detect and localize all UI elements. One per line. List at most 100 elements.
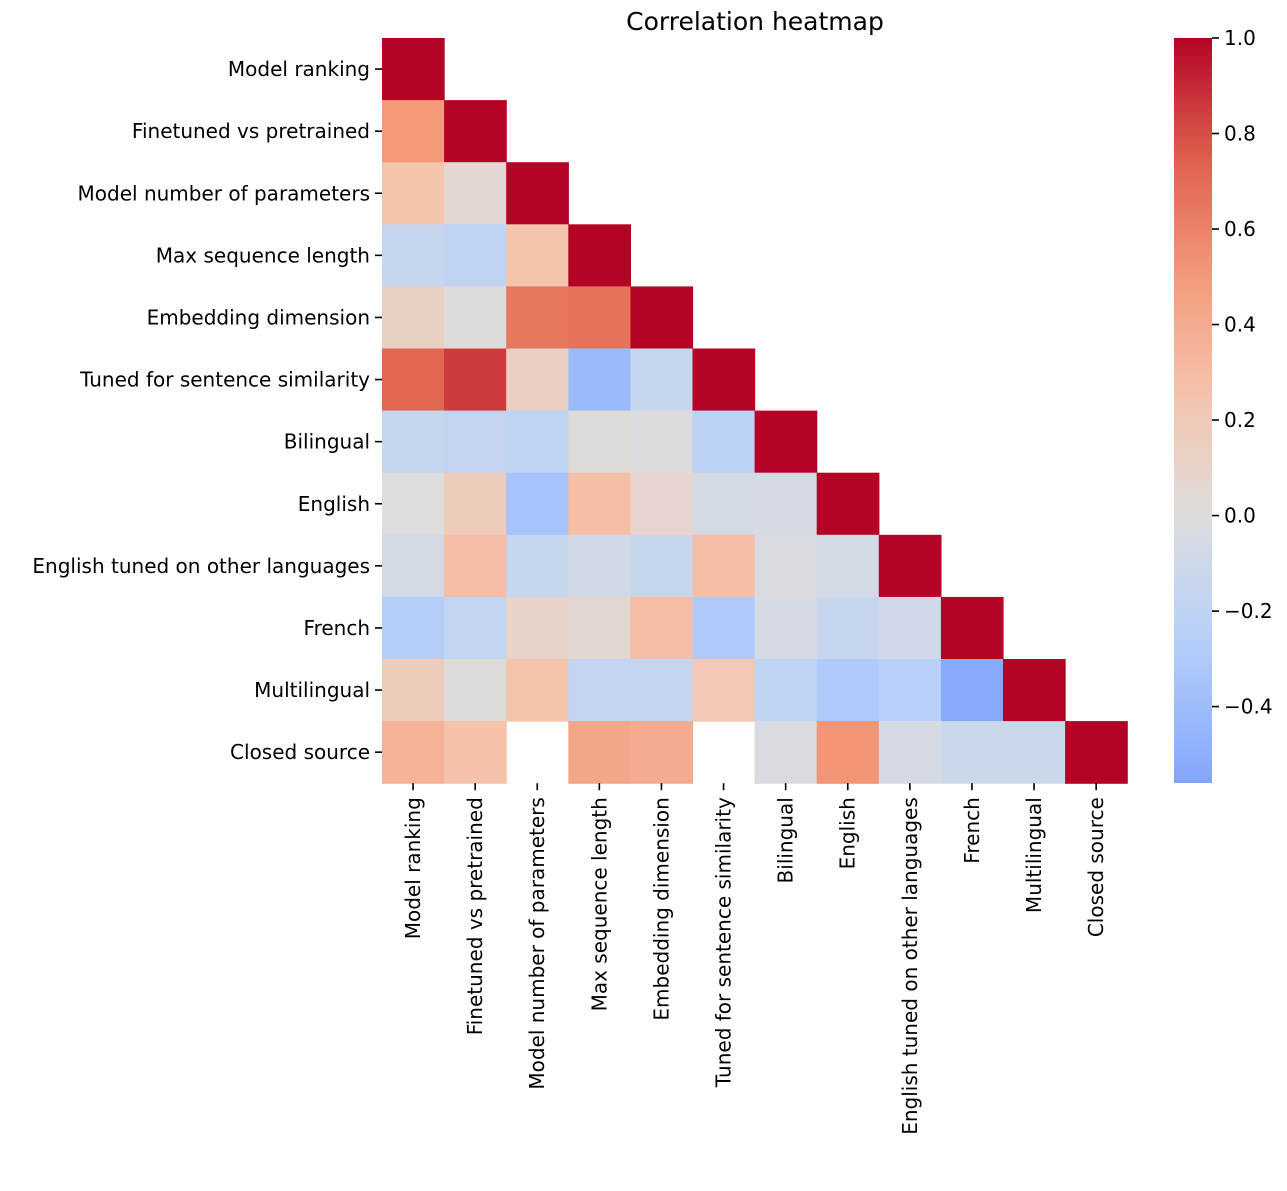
colorbar-gradient [1174, 38, 1212, 783]
y-tick-label-bilingual: Bilingual [284, 430, 370, 454]
heatmap-cell-english-tuned-on-other-languages-x-finetuned-vs-pretrained [444, 534, 507, 598]
x-tick-label-finetuned-vs-pretrained: Finetuned vs pretrained [463, 797, 487, 1035]
heatmap-cell-tuned-for-sentence-similarity-x-model-number-of-parameters [506, 348, 569, 412]
heatmap-cell-embedding-dimension-x-model-number-of-parameters [506, 286, 569, 350]
x-tick-label-max-sequence-length: Max sequence length [587, 797, 611, 1011]
heatmap-cell-multilingual-x-english [816, 659, 880, 722]
x-tick-label-multilingual: Multilingual [1022, 797, 1046, 913]
heatmap-cell-english-tuned-on-other-languages-x-english-tuned-on-other-languages [878, 534, 942, 598]
heatmap-cell-embedding-dimension-x-max-sequence-length [568, 286, 631, 350]
heatmap-cell-multilingual-x-bilingual [754, 659, 818, 722]
y-tick-label-embedding-dimension: Embedding dimension [147, 305, 370, 329]
heatmap-cell-english-x-tuned-for-sentence-similarity [692, 472, 756, 536]
heatmap-cell-closed-source-x-embedding-dimension [630, 721, 694, 784]
heatmap-cell-embedding-dimension-x-model-ranking [382, 286, 445, 350]
heatmap-cell-english-x-model-ranking [382, 472, 445, 536]
heatmap-cell-max-sequence-length-x-finetuned-vs-pretrained [444, 224, 507, 287]
heatmap-cell-english-tuned-on-other-languages-x-model-ranking [382, 534, 445, 598]
heatmap-cell-max-sequence-length-x-max-sequence-length [568, 224, 631, 287]
chart-title: Correlation heatmap [626, 7, 884, 36]
y-tick-label-model-ranking: Model ranking [228, 57, 370, 81]
heatmap-cell-tuned-for-sentence-similarity-x-max-sequence-length [568, 348, 631, 412]
heatmap-cell-embedding-dimension-x-finetuned-vs-pretrained [444, 286, 507, 350]
heatmap-cell-closed-source-x-multilingual [1003, 721, 1066, 784]
heatmap-cell-closed-source-x-closed-source [1065, 721, 1128, 784]
colorbar-tick-label: 0.8 [1224, 122, 1256, 146]
heatmap-cell-finetuned-vs-pretrained-x-finetuned-vs-pretrained [444, 100, 507, 163]
x-tick-label-embedding-dimension: Embedding dimension [649, 797, 673, 1020]
heatmap-cell-finetuned-vs-pretrained-x-model-ranking [382, 100, 445, 163]
y-axis: Model ranking Finetuned vs pretrained Mode… [32, 57, 382, 764]
y-tick-label-multilingual: Multilingual [254, 678, 370, 702]
heatmap-cell-model-number-of-parameters-x-model-number-of-parameters [506, 162, 569, 225]
heatmap-cell-closed-source-x-bilingual [754, 721, 818, 784]
colorbar-tick-label: −0.4 [1224, 695, 1273, 719]
heatmap-cell-tuned-for-sentence-similarity-x-model-ranking [382, 348, 445, 412]
colorbar-tick-label: 1.0 [1224, 26, 1256, 50]
x-tick-label-model-number-of-parameters: Model number of parameters [525, 797, 549, 1089]
heatmap-cell-closed-source-x-model-ranking [382, 721, 445, 784]
colorbar-ticks: 1.0 0.8 0.6 0.4 0.2 0.0 −0.2 −0.4 [1212, 26, 1273, 719]
heatmap-cell-english-tuned-on-other-languages-x-max-sequence-length [568, 534, 631, 598]
heatmap-cell-bilingual-x-finetuned-vs-pretrained [444, 410, 507, 474]
heatmap-cell-model-number-of-parameters-x-finetuned-vs-pretrained [444, 162, 507, 225]
heatmap-cell-bilingual-x-max-sequence-length [568, 410, 631, 474]
colorbar: 1.0 0.8 0.6 0.4 0.2 0.0 −0.2 −0.4 [1174, 26, 1273, 783]
heatmap-cell-multilingual-x-multilingual [1003, 659, 1066, 722]
heatmap-cell-french-x-model-ranking [382, 596, 445, 660]
heatmap-cell-english-tuned-on-other-languages-x-tuned-for-sentence-similarity [692, 534, 756, 598]
heatmap-cell-english-tuned-on-other-languages-x-model-number-of-parameters [506, 534, 569, 598]
heatmap-cell-english-x-english [816, 472, 880, 536]
heatmap-cell-tuned-for-sentence-similarity-x-tuned-for-sentence-similarity [692, 348, 756, 412]
y-tick-label-tuned-for-sentence-similarity: Tuned for sentence similarity [79, 368, 370, 392]
x-tick-label-english-tuned-on-other-languages: English tuned on other languages [898, 797, 922, 1135]
heatmap-cell-french-x-english [816, 596, 880, 660]
heatmap-cell-french-x-max-sequence-length [568, 596, 631, 660]
heatmap-cell-bilingual-x-bilingual [754, 410, 818, 474]
heatmap-cell-multilingual-x-tuned-for-sentence-similarity [692, 659, 756, 722]
x-tick-label-bilingual: Bilingual [774, 797, 798, 883]
y-tick-label-finetuned-vs-pretrained: Finetuned vs pretrained [132, 119, 370, 143]
x-tick-label-closed-source: Closed source [1084, 797, 1108, 937]
colorbar-tick-label: 0.6 [1224, 217, 1256, 241]
heatmap-cell-multilingual-x-french [940, 659, 1004, 722]
heatmap-cell-french-x-finetuned-vs-pretrained [444, 596, 507, 660]
heatmap-cell-bilingual-x-tuned-for-sentence-similarity [692, 410, 756, 474]
heatmap-cell-english-tuned-on-other-languages-x-bilingual [754, 534, 818, 598]
heatmap-cell-french-x-french [940, 596, 1004, 660]
heatmap-cell-max-sequence-length-x-model-number-of-parameters [506, 224, 569, 287]
heatmap-cell-max-sequence-length-x-model-ranking [382, 224, 445, 287]
heatmap-cell-closed-source-x-english [816, 721, 880, 784]
y-tick-label-english-tuned-on-other-languages: English tuned on other languages [32, 554, 370, 578]
heatmap-cell-french-x-bilingual [754, 596, 818, 660]
heatmap-cell-english-x-embedding-dimension [630, 472, 694, 536]
heatmap-cell-bilingual-x-embedding-dimension [630, 410, 694, 474]
colorbar-tick-label: 0.2 [1224, 408, 1256, 432]
heatmap-cell-multilingual-x-model-number-of-parameters [506, 659, 569, 722]
heatmap-cell-english-tuned-on-other-languages-x-english [816, 534, 880, 598]
heatmap-cell-english-x-finetuned-vs-pretrained [444, 472, 507, 536]
y-tick-label-model-number-of-parameters: Model number of parameters [78, 181, 370, 205]
heatmap-cells [382, 38, 1128, 784]
x-tick-label-model-ranking: Model ranking [401, 797, 425, 939]
x-tick-label-french: French [960, 797, 984, 863]
heatmap-cell-closed-source-x-french [940, 721, 1004, 784]
heatmap-cell-english-tuned-on-other-languages-x-embedding-dimension [630, 534, 694, 598]
y-tick-label-french: French [304, 616, 370, 640]
heatmap-cell-multilingual-x-english-tuned-on-other-languages [878, 659, 942, 722]
y-tick-label-max-sequence-length: Max sequence length [156, 243, 370, 267]
heatmap-cell-french-x-embedding-dimension [630, 596, 694, 660]
colorbar-tick-label: 0.0 [1224, 504, 1256, 528]
heatmap-cell-bilingual-x-model-number-of-parameters [506, 410, 569, 474]
heatmap-cell-closed-source-x-finetuned-vs-pretrained [444, 721, 507, 784]
heatmap-cell-tuned-for-sentence-similarity-x-finetuned-vs-pretrained [444, 348, 507, 412]
colorbar-tick-label: −0.2 [1224, 599, 1273, 623]
y-tick-label-closed-source: Closed source [230, 740, 370, 764]
heatmap-cell-english-x-max-sequence-length [568, 472, 631, 536]
x-axis: Model ranking Finetuned vs pretrained Mode… [401, 783, 1108, 1135]
x-tick-label-english: English [836, 797, 860, 869]
heatmap-cell-french-x-tuned-for-sentence-similarity [692, 596, 756, 660]
heatmap-cell-multilingual-x-finetuned-vs-pretrained [444, 659, 507, 722]
heatmap-cell-embedding-dimension-x-embedding-dimension [630, 286, 694, 350]
heatmap-cell-multilingual-x-max-sequence-length [568, 659, 631, 722]
